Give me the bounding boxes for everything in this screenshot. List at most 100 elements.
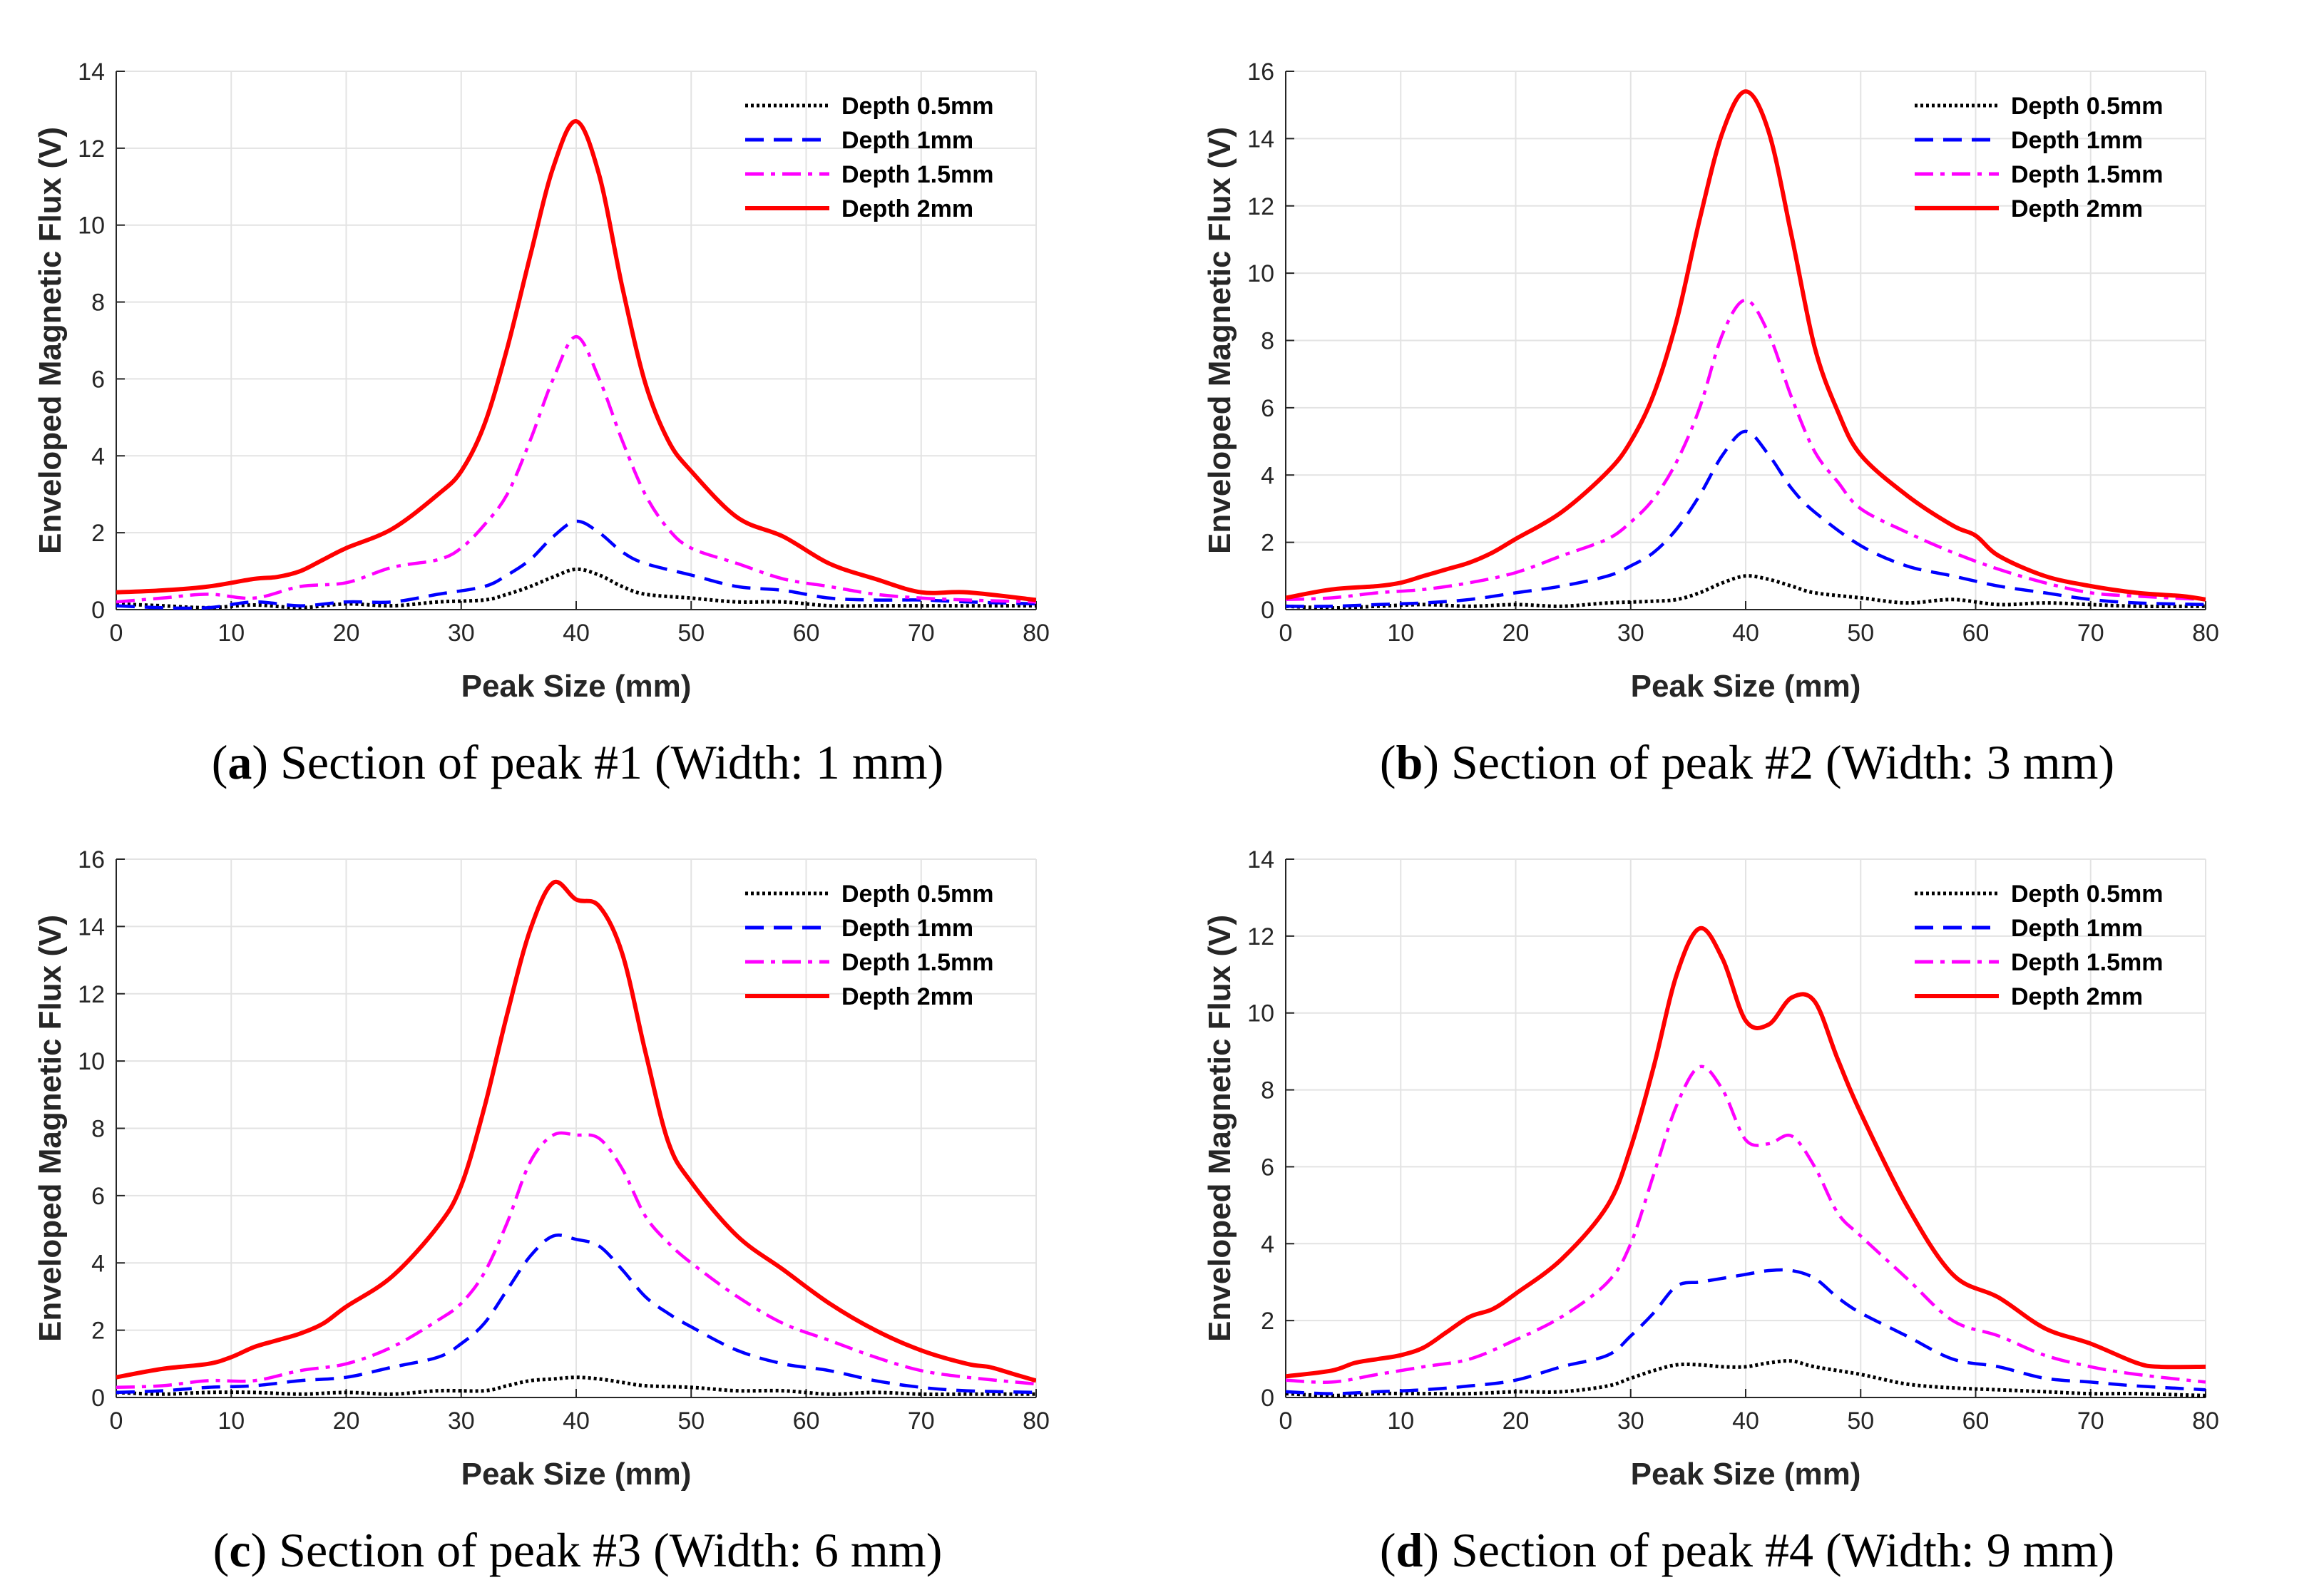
y-tick-label: 2	[1261, 1308, 1274, 1335]
x-tick-label: 70	[908, 1407, 935, 1435]
x-tick-label: 30	[448, 1407, 475, 1435]
x-axis-label: Peak Size (mm)	[461, 1457, 692, 1492]
x-tick-label: 30	[448, 620, 475, 647]
x-tick-label: 10	[217, 1407, 245, 1435]
legend-label: Depth 1mm	[841, 915, 973, 942]
y-tick-label: 14	[78, 58, 105, 86]
y-tick-label: 0	[91, 1385, 105, 1412]
caption-c-letter: c	[229, 1523, 251, 1577]
x-tick-label: 0	[1279, 1407, 1293, 1435]
legend-label: Depth 2mm	[841, 983, 973, 1010]
legend: Depth 0.5mm Depth 1mm Depth 1.5mm Depth 2mm	[1915, 93, 2164, 222]
y-tick-label: 8	[1261, 328, 1274, 355]
x-tick-label: 20	[333, 620, 360, 647]
y-tick-label: 2	[91, 1318, 105, 1345]
x-tick-label: 10	[1387, 620, 1414, 647]
x-tick-label: 40	[563, 620, 590, 647]
x-tick-label: 10	[1387, 1407, 1414, 1435]
legend-label: Depth 2mm	[2011, 195, 2143, 222]
y-tick-label: 4	[91, 1250, 105, 1277]
legend: Depth 0.5mm Depth 1mm Depth 1.5mm Depth 2mm	[1915, 881, 2164, 1010]
x-tick-label: 30	[1617, 620, 1644, 647]
y-tick-label: 8	[1261, 1077, 1274, 1104]
x-tick-label: 60	[1962, 1407, 1990, 1435]
panel-a: 0 10 20 30 40 50 60 70 80 0 2 4 6 8 10 12 14 Peak Size (m…	[0, 14, 1155, 799]
caption-c-text: Section of peak #3 (Width: 6 mm)	[279, 1523, 943, 1577]
series-line	[1286, 298, 2206, 602]
caption-b-letter: b	[1396, 735, 1423, 789]
x-tick-label: 20	[1503, 1407, 1530, 1435]
legend-label: Depth 1.5mm	[2011, 949, 2164, 976]
series-line	[116, 1233, 1036, 1395]
x-tick-label: 70	[2077, 620, 2104, 647]
series-line	[1286, 1268, 2206, 1395]
legend-label: Depth 1mm	[841, 127, 973, 154]
y-tick-label: 12	[1247, 193, 1274, 220]
x-tick-label: 0	[110, 620, 123, 647]
x-tick-label: 70	[908, 620, 935, 647]
series-line	[116, 334, 1036, 604]
y-tick-label: 0	[1261, 1385, 1274, 1412]
series-line	[1286, 1359, 2206, 1397]
series-group	[1286, 89, 2206, 610]
x-tick-label: 50	[1847, 1407, 1874, 1435]
y-tick-label: 14	[1247, 846, 1274, 873]
x-tick-label: 40	[1732, 1407, 1759, 1435]
series-line	[1286, 926, 2206, 1379]
caption-d-letter: d	[1396, 1523, 1423, 1577]
series-line	[116, 1375, 1036, 1396]
y-tick-label: 6	[91, 1183, 105, 1210]
legend-label: Depth 0.5mm	[841, 881, 994, 908]
y-tick-label: 6	[1261, 395, 1274, 422]
x-tick-label: 40	[563, 1407, 590, 1435]
caption-a-letter: a	[227, 735, 252, 789]
x-tick-label: 20	[333, 1407, 360, 1435]
y-tick-label: 4	[1261, 462, 1274, 489]
y-axis-label: Enveloped Magnetic Flux (V)	[1202, 127, 1237, 554]
x-axis-label: Peak Size (mm)	[461, 669, 692, 704]
x-axis-label: Peak Size (mm)	[1631, 1457, 1861, 1492]
series-line	[116, 119, 1036, 602]
x-tick-label: 80	[1023, 620, 1050, 647]
x-tick-label: 80	[2192, 1407, 2219, 1435]
x-tick-label: 50	[677, 620, 705, 647]
chart-b: 0 10 20 30 40 50 60 70 80 0 2 4 6 8 10 12 14 16 Peak Size …	[1202, 58, 2219, 704]
y-tick-label: 8	[91, 1116, 105, 1143]
legend-label: Depth 0.5mm	[2011, 93, 2164, 120]
x-tick-label: 80	[1023, 1407, 1050, 1435]
chart-c: 0 10 20 30 40 50 60 70 80 0 2 4 6 8 10 12 14 16 Peak Size …	[33, 846, 1050, 1492]
legend-label: Depth 2mm	[841, 195, 973, 222]
x-tick-label: 60	[793, 620, 820, 647]
y-tick-label: 2	[91, 520, 105, 547]
panel-c: 0 10 20 30 40 50 60 70 80 0 2 4 6 8 10 12 14 16 Peak Size …	[0, 802, 1155, 1586]
legend-label: Depth 1.5mm	[2011, 161, 2164, 188]
y-tick-label: 4	[91, 443, 105, 470]
caption-d: (d) Section of peak #4 (Width: 9 mm)	[1379, 1523, 2115, 1577]
legend: Depth 0.5mm Depth 1mm Depth 1.5mm Depth 2mm	[745, 93, 994, 222]
x-tick-label: 20	[1503, 620, 1530, 647]
y-tick-label: 0	[91, 597, 105, 624]
y-axis-label: Enveloped Magnetic Flux (V)	[1202, 915, 1237, 1342]
x-tick-label: 50	[677, 1407, 705, 1435]
legend-label: Depth 1mm	[2011, 915, 2143, 942]
x-tick-label: 80	[2192, 620, 2219, 647]
legend-label: Depth 1.5mm	[841, 949, 994, 976]
y-tick-label: 16	[1247, 58, 1274, 86]
x-tick-label: 0	[1279, 620, 1293, 647]
y-tick-label: 8	[91, 289, 105, 317]
y-tick-label: 6	[91, 366, 105, 393]
y-tick-label: 12	[1247, 923, 1274, 950]
series-line	[116, 519, 1036, 610]
x-tick-label: 40	[1732, 620, 1759, 647]
series-group	[116, 879, 1036, 1396]
chart-d: 0 10 20 30 40 50 60 70 80 0 2 4 6 8 10 12 14 Peak Size (m…	[1202, 846, 2219, 1492]
y-tick-label: 4	[1261, 1231, 1274, 1258]
x-tick-label: 60	[1962, 620, 1990, 647]
y-tick-label: 6	[1261, 1154, 1274, 1181]
x-axis-label: Peak Size (mm)	[1631, 669, 1861, 704]
legend: Depth 0.5mm Depth 1mm Depth 1.5mm Depth 2mm	[745, 881, 994, 1010]
x-tick-label: 70	[2077, 1407, 2104, 1435]
y-tick-label: 10	[78, 212, 105, 240]
y-tick-label: 12	[78, 981, 105, 1008]
